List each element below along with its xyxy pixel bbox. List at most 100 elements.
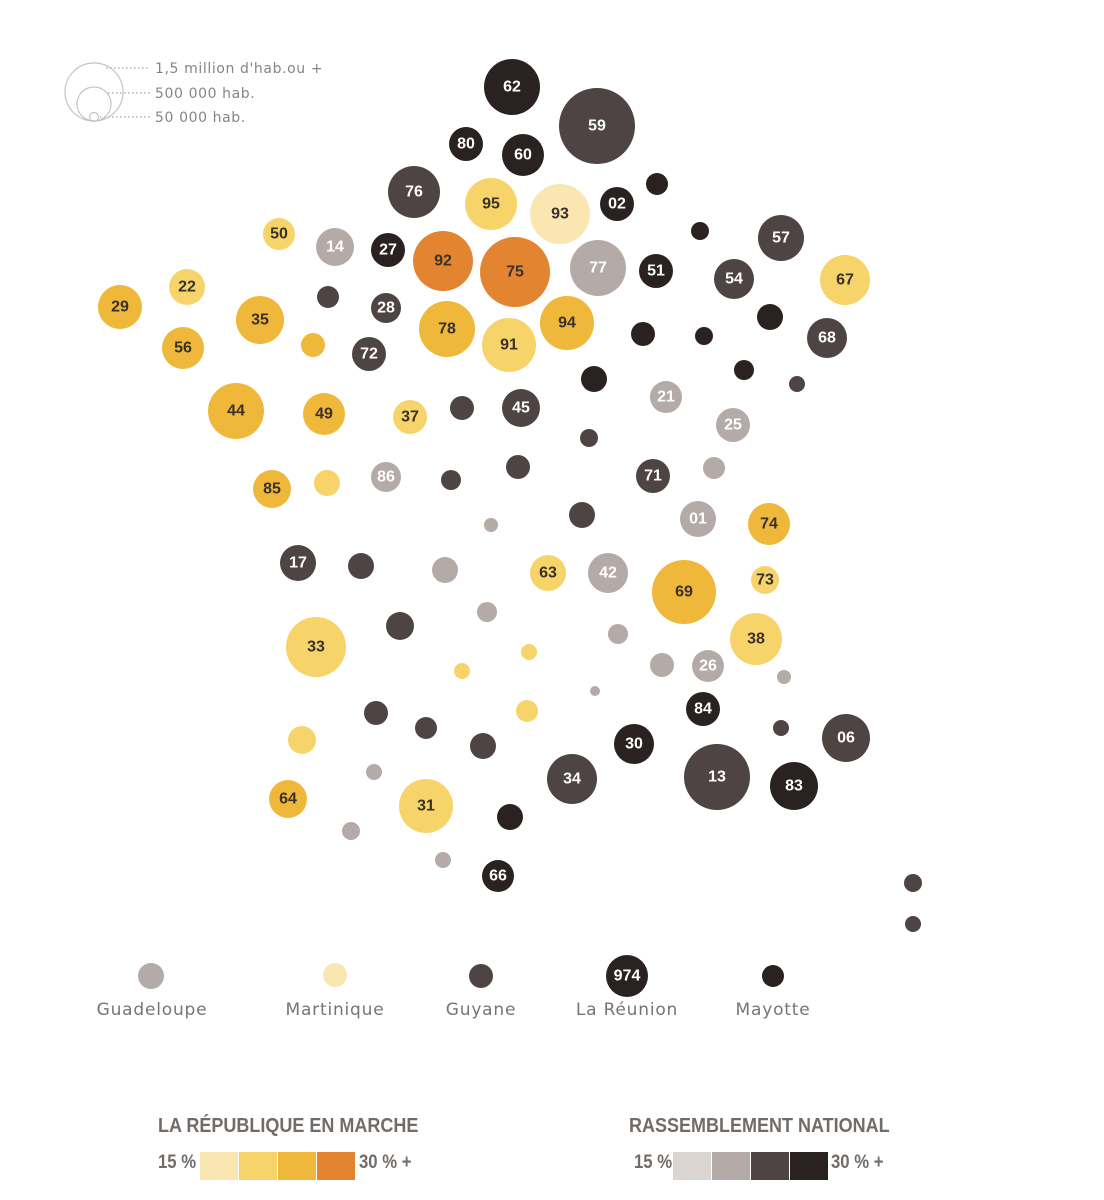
departement-84-bubble-circle (686, 692, 720, 726)
departement-14-bubble-label: 14 (326, 239, 344, 256)
departement-50-bubble: 50 (263, 218, 295, 250)
departement-28-bubble-circle (371, 293, 401, 323)
departement-bubble-circle (477, 602, 497, 622)
departement-35-bubble-circle (236, 296, 284, 344)
departement-95-bubble-label: 95 (482, 196, 500, 213)
departement-bubble (757, 304, 783, 330)
rn-scale-min-label: 15 % (634, 1152, 673, 1173)
departement-17-bubble-label: 17 (289, 555, 307, 572)
departement-bubble (348, 553, 374, 579)
size-legend: 1,5 million d'hab.ou + 500 000 hab. 50 0… (64, 61, 323, 126)
departement-83-bubble-circle (770, 762, 818, 810)
departement-76-bubble-circle (388, 166, 440, 218)
departement-30-bubble-label: 30 (625, 736, 643, 753)
departement-29-bubble-label: 29 (111, 299, 129, 316)
departement-bubble-circle (905, 916, 921, 932)
departement-92-bubble-label: 92 (434, 253, 452, 270)
departement-17-bubble: 17 (280, 545, 316, 581)
departement-75-bubble-circle (480, 237, 550, 307)
departement-bubble (516, 700, 538, 722)
departement-44-bubble-label: 44 (227, 403, 245, 420)
departement-92-bubble: 92 (413, 231, 473, 291)
lrem-swatch-2 (239, 1152, 277, 1180)
departement-57-bubble-label: 57 (772, 230, 790, 247)
departement-bubble-circle (650, 653, 674, 677)
overseas-guyane-bubble-circle (469, 964, 493, 988)
departement-34-bubble-circle (547, 754, 597, 804)
departement-bubble-circle (415, 717, 437, 739)
departement-62-bubble: 62 (484, 59, 540, 115)
departement-25-bubble-label: 25 (724, 417, 742, 434)
departement-bubble-circle (773, 720, 789, 736)
departement-25-bubble: 25 (716, 408, 750, 442)
departement-95-bubble: 95 (465, 178, 517, 230)
departement-73-bubble-circle (751, 566, 779, 594)
departement-13-bubble-circle (684, 744, 750, 810)
departement-35-bubble-label: 35 (251, 312, 269, 329)
departement-94-bubble-label: 94 (558, 315, 576, 332)
departement-38-bubble: 38 (730, 613, 782, 665)
departement-63-bubble-label: 63 (539, 565, 557, 582)
departement-60-bubble: 60 (502, 134, 544, 176)
departement-78-bubble: 78 (419, 301, 475, 357)
departement-bubble (506, 455, 530, 479)
departement-29-bubble: 29 (98, 285, 142, 329)
departement-72-bubble-label: 72 (360, 346, 378, 363)
overseas-label-la-reunion: La Réunion (575, 1000, 679, 1020)
overseas-guyane-bubble (469, 964, 493, 988)
rn-swatch-3 (751, 1152, 789, 1180)
departement-49-bubble-label: 49 (315, 406, 333, 423)
departement-60-bubble-circle (502, 134, 544, 176)
departement-93-bubble-label: 93 (551, 206, 569, 223)
departement-38-bubble-circle (730, 613, 782, 665)
departement-77-bubble: 77 (570, 240, 626, 296)
departement-72-bubble: 72 (352, 337, 386, 371)
departement-37-bubble-label: 37 (401, 409, 419, 426)
departement-50-bubble-label: 50 (270, 226, 288, 243)
departement-59-bubble-circle (559, 88, 635, 164)
departement-bubble (789, 376, 805, 392)
departement-91-bubble-circle (482, 318, 536, 372)
departement-64-bubble: 64 (269, 780, 307, 818)
departement-bubble (631, 322, 655, 346)
departement-85-bubble-label: 85 (263, 481, 281, 498)
overseas-mayotte-bubble-circle (762, 965, 784, 987)
size-legend-label-large: 1,5 million d'hab.ou + (155, 61, 323, 77)
departement-bubble-circle (301, 333, 325, 357)
departement-06-bubble-circle (822, 714, 870, 762)
size-legend-label-small: 50 000 hab. (155, 110, 246, 126)
departement-50-bubble-circle (263, 218, 295, 250)
departement-bubble-circle (695, 327, 713, 345)
departement-85-bubble-circle (253, 470, 291, 508)
departement-71-bubble-circle (636, 459, 670, 493)
departement-30-bubble: 30 (614, 724, 654, 764)
departement-60-bubble-label: 60 (514, 147, 532, 164)
departement-35-bubble: 35 (236, 296, 284, 344)
departement-bubble (435, 852, 451, 868)
departement-bubble-circle (757, 304, 783, 330)
departement-80-bubble-label: 80 (457, 136, 475, 153)
departement-bubble (608, 624, 628, 644)
departement-bubble-circle (581, 366, 607, 392)
overseas-la-reunion-bubble: 974 (606, 955, 648, 997)
departement-22-bubble-circle (169, 269, 205, 305)
departement-66-bubble: 66 (482, 860, 514, 892)
rn-swatch-4 (790, 1152, 828, 1180)
departement-80-bubble: 80 (449, 127, 483, 161)
departement-64-bubble-label: 64 (279, 791, 297, 808)
departement-bubble (904, 874, 922, 892)
departement-31-bubble: 31 (399, 779, 453, 833)
departement-57-bubble-circle (758, 215, 804, 261)
departement-26-bubble: 26 (692, 650, 724, 682)
departement-75-bubble: 75 (480, 237, 550, 307)
departement-49-bubble-circle (303, 393, 345, 435)
departement-bubble (441, 470, 461, 490)
departement-bubble (650, 653, 674, 677)
departement-63-bubble-circle (530, 555, 566, 591)
departement-bubble-circle (441, 470, 461, 490)
departement-bubble (580, 429, 598, 447)
size-legend-circle-small (88, 111, 100, 123)
departement-93-bubble: 93 (530, 184, 590, 244)
departement-80-bubble-circle (449, 127, 483, 161)
departement-bubble-circle (435, 852, 451, 868)
